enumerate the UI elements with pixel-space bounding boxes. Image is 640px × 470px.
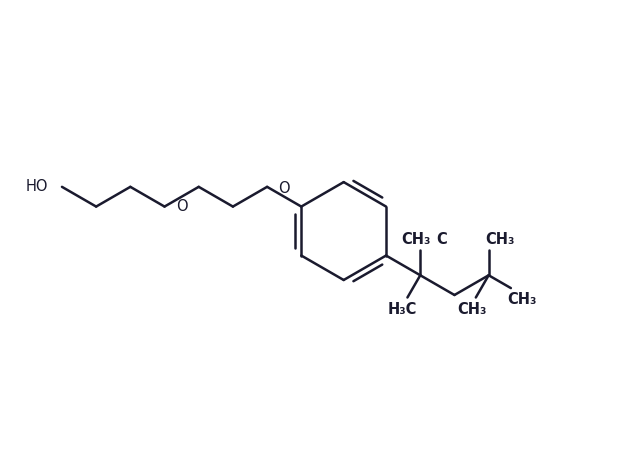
Text: O: O	[278, 180, 290, 196]
Text: CH₃: CH₃	[508, 292, 536, 307]
Text: H₃C: H₃C	[388, 302, 417, 317]
Text: CH₃: CH₃	[457, 302, 486, 317]
Text: CH₃: CH₃	[485, 232, 515, 247]
Text: O: O	[176, 199, 188, 214]
Text: CH₃: CH₃	[401, 232, 430, 247]
Text: C: C	[436, 232, 447, 247]
Text: HO: HO	[25, 180, 48, 194]
